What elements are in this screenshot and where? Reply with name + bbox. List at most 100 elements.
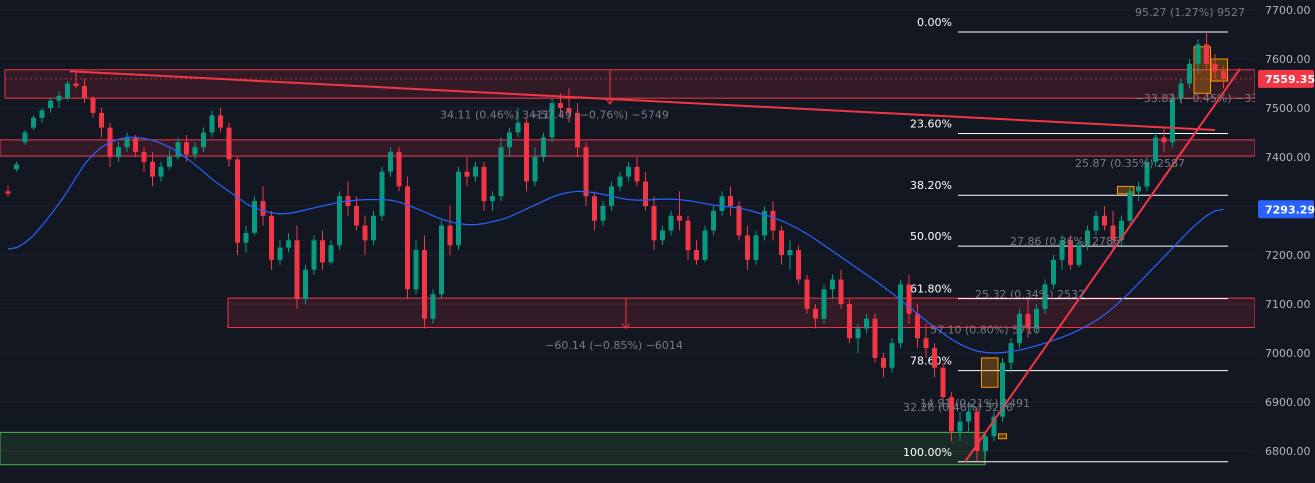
ma-value-badge [1258, 200, 1314, 219]
stat-label: −57.49 (−0.76%) −5749 [531, 108, 669, 121]
candle-body [56, 95, 62, 101]
candle-body [1144, 161, 1150, 187]
candle-body [481, 166, 487, 202]
candle-body [660, 230, 665, 241]
candle-body [498, 147, 504, 197]
candle-body [507, 132, 512, 148]
candles [5, 32, 1226, 461]
candle-body [1102, 215, 1107, 226]
candle-body [677, 215, 682, 221]
candle-body [337, 196, 342, 246]
price-axis[interactable]: 7700.007600.007500.007400.007300.007200.… [1255, 0, 1315, 483]
candle-body [541, 137, 546, 157]
candle-body [82, 85, 87, 99]
price-tick-label: 7200.00 [1265, 249, 1311, 262]
candle-body [957, 421, 963, 432]
fib-label: 38.20% [910, 179, 952, 192]
candle-body [39, 110, 45, 118]
candle-body [524, 122, 529, 182]
candle-body [116, 147, 121, 157]
candle-body [1136, 186, 1141, 192]
candle-body [405, 186, 410, 290]
candle-body [1017, 313, 1022, 344]
arrow-head [621, 323, 631, 330]
price-tick-label: 7400.00 [1265, 151, 1311, 164]
candle-body [184, 142, 189, 155]
candle-body [150, 161, 155, 177]
fib-label: 50.00% [910, 230, 952, 243]
candle-body [583, 147, 589, 197]
candle-body [719, 196, 725, 211]
fib-label: 23.60% [910, 117, 952, 130]
stat-label: 95.27 (1.27%) 9527 [1135, 6, 1245, 19]
candle-body [48, 100, 53, 108]
range-box [981, 357, 999, 388]
candle-body [141, 152, 147, 162]
candle-body [685, 220, 691, 251]
candle-body [243, 232, 249, 243]
candle-body [328, 245, 334, 263]
candle-body [728, 196, 733, 206]
candle-body [821, 289, 827, 319]
ma-value-label: 7293.29 [1265, 203, 1315, 216]
candle-body [872, 318, 878, 358]
candle-body [796, 250, 801, 280]
candle-body [303, 269, 308, 300]
candle-body [694, 250, 699, 260]
candle-body [311, 240, 317, 270]
candle-body [1000, 362, 1005, 417]
candle-body [14, 164, 19, 170]
candle-body [99, 112, 104, 128]
candle-body [1170, 98, 1175, 143]
candle-body [1212, 63, 1218, 72]
candle-body [430, 294, 436, 319]
candle-body [575, 112, 580, 148]
candle-body [439, 225, 444, 295]
candle-body [668, 215, 674, 231]
candle-body [396, 152, 402, 187]
price-tick-label: 7500.00 [1265, 102, 1311, 115]
last-price-label: 7559.35 [1265, 73, 1315, 86]
candle-body [209, 115, 215, 133]
stat-label: 25.32 (0.34%) 2532 [975, 288, 1085, 301]
candle-body [549, 103, 555, 138]
range-box [1117, 185, 1135, 195]
candle-body [124, 137, 130, 148]
candle-body [600, 206, 606, 221]
stat-label: 57.10 (0.80%) 5710 [930, 323, 1040, 336]
candle-body [711, 210, 716, 231]
zone-support [0, 431, 986, 466]
candle-body [201, 132, 206, 148]
trendlines[interactable] [69, 68, 1241, 463]
candle-body [1204, 44, 1209, 64]
candle-body [413, 250, 419, 290]
candle-body [940, 367, 946, 398]
zone-resistance [4, 69, 1256, 99]
stat-labels: 95.27 (1.27%) 9527 −33.82 (−0.45%) −338 34… [440, 6, 1265, 414]
stat-label: 27.86 (0.36%) 2786 [1010, 235, 1120, 248]
candle-body [736, 206, 742, 236]
candle-body [133, 137, 138, 153]
candle-body [974, 411, 980, 451]
candle-body [226, 127, 232, 160]
candle-body [830, 279, 835, 290]
candle-body [192, 147, 198, 155]
candle-body [1008, 343, 1014, 363]
price-tick-label: 7100.00 [1265, 298, 1311, 311]
candle-body [422, 250, 427, 319]
candle-body [566, 108, 572, 113]
candle-body [813, 308, 818, 319]
candle-body [949, 397, 954, 432]
fibonacci-levels: 0.00% 23.60% 38.20% 50.00% 61.80% 78.60% 100.0… [903, 16, 1228, 463]
candle-body [73, 83, 79, 86]
candle-body [804, 279, 810, 309]
candle-body [1025, 313, 1031, 329]
candle-body [838, 279, 844, 304]
candle-body [456, 171, 461, 246]
price-tick-label: 6900.00 [1265, 396, 1311, 409]
candle-body [235, 159, 240, 243]
stat-label: 32.26 (0.46%) 3226 [903, 401, 1013, 414]
price-tick-label: 7000.00 [1265, 347, 1311, 360]
price-tick-label: 7700.00 [1265, 4, 1311, 17]
